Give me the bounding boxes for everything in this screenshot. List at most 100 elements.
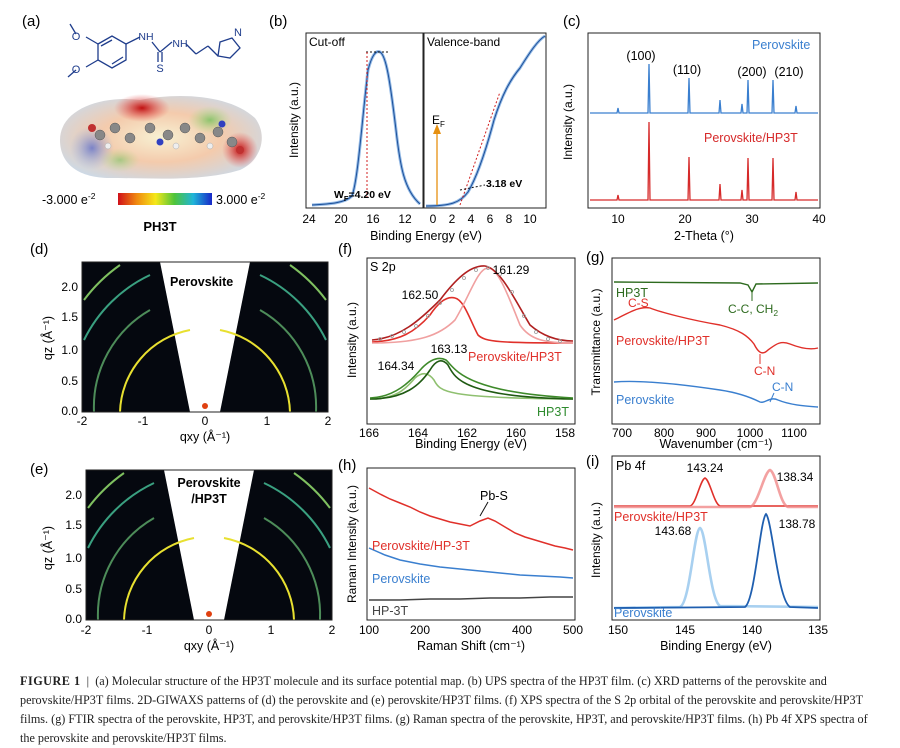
xps-pb4f-frame: [611, 455, 821, 621]
panel-d: (d) Perovskite qz (Å⁻¹) qxy (Å⁻¹) 2.0 1.…: [30, 241, 332, 444]
xps-pb4f-bottom-lightblue: [613, 526, 819, 610]
giwaxs-e-rings: [87, 472, 331, 621]
ups-cutoff-curve: [311, 50, 422, 207]
xps-s2p-xticks: 166 164 162 160 158: [359, 426, 575, 440]
tick: -2: [81, 623, 92, 637]
giwaxs-e-ylabel: qz (Å⁻¹): [40, 526, 55, 570]
wedge: [160, 262, 205, 412]
tick: -2: [77, 414, 88, 428]
ftir-annot-cc: C-C, CH2: [728, 302, 778, 318]
raman-perovskite-trace: [368, 547, 574, 579]
tick: 1.0: [61, 343, 78, 357]
xps-pb4f-xlabel: Binding Energy (eV): [660, 639, 772, 653]
peak-label: 143.68: [655, 524, 692, 538]
peak-label: 163.13: [431, 342, 468, 356]
tick: 140: [742, 623, 762, 637]
frame: [85, 469, 333, 621]
caption-text: (a) Molecular structure of the HP3T mole…: [20, 674, 868, 745]
panel-e: (e) Perovskite /HP3T qz (Å⁻¹) qxy (Å⁻¹) …: [30, 461, 336, 653]
panel-c: (c) Intensity (a.u.) 2-Theta (°) (100) (…: [561, 13, 826, 243]
tick: 1000: [737, 426, 764, 440]
xrd-peak-labels: (100) (110) (200) (210): [626, 49, 803, 79]
tick: 166: [359, 426, 379, 440]
cutoff-title: Cut-off: [309, 35, 345, 49]
colorbar-max: 3.000 e-2: [216, 191, 266, 207]
atom-o1: O: [72, 31, 81, 43]
tick: 1: [268, 623, 275, 637]
vb-title: Valence-band: [427, 35, 500, 49]
giwaxs-d-ylabel: qz (Å⁻¹): [40, 316, 55, 360]
xps-s2p-peak-labels: 162.50 161.29 164.34 163.13: [378, 263, 530, 373]
ups-left-ticks: 24 20 16 12: [302, 212, 412, 226]
xrd-hp3t-trace: [590, 121, 818, 201]
giwaxs-e-xlabel: qxy (Å⁻¹): [184, 638, 234, 653]
tick: 0.5: [61, 374, 78, 388]
xps-pb4f-top-pink: [614, 468, 818, 509]
raman-xticks: 100 200 300 400 500: [359, 623, 583, 637]
ups-vb-curve: [425, 34, 546, 208]
tick: 0.0: [61, 404, 78, 418]
tick: 700: [612, 426, 632, 440]
vb-annotation: 3.18 eV: [486, 178, 522, 190]
ftir-ylabel: Transmittance (a.u.): [589, 289, 603, 396]
panel-b-letter: (b): [269, 13, 287, 30]
raman-series-perovskite: Perovskite: [372, 572, 430, 586]
xps-s2p-xlabel: Binding Energy (eV): [415, 437, 527, 451]
tick: 200: [410, 623, 430, 637]
xrd-frame: [587, 32, 821, 209]
panel-i-letter: (i): [586, 453, 599, 470]
panel-a-letter: (a): [22, 13, 40, 30]
tick: 0.5: [65, 582, 82, 596]
tick: 400: [512, 623, 532, 637]
tick: 2: [329, 623, 336, 637]
caption-label: FIGURE 1: [20, 674, 81, 688]
xps-s2p-series-top: Perovskite/HP3T: [468, 350, 562, 364]
peak-label: 143.24: [687, 461, 724, 475]
ftir-annot-cs: C-S: [628, 296, 649, 310]
panel-h: (h) Raman Intensity (a.u.) Raman Shift (…: [338, 457, 583, 653]
tick: 40: [812, 212, 826, 226]
atom-o2: O: [72, 64, 81, 76]
colorbar: [118, 193, 212, 205]
panel-a: (a) O O NH NH S N: [22, 13, 266, 234]
tick: 800: [654, 426, 674, 440]
peak-label: 164.34: [378, 359, 415, 373]
panel-d-letter: (d): [30, 241, 48, 258]
tick: 0: [206, 623, 213, 637]
wedge: [209, 470, 254, 620]
xrd-peak-110: (110): [673, 63, 701, 77]
xps-pb4f-series-top: Perovskite/HP3T: [614, 510, 708, 524]
peak-label: 162.50: [402, 288, 439, 302]
raman-ylabel: Raman Intensity (a.u.): [345, 485, 359, 603]
tick: 10: [611, 212, 625, 226]
caption-separator: |: [86, 674, 90, 688]
tick: 12: [398, 212, 412, 226]
tick: 100: [359, 623, 379, 637]
raman-annot-pbs: Pb-S: [480, 489, 508, 503]
panel-g: (g) Transmittance (a.u.) Wavenumber (cm⁻…: [586, 249, 821, 451]
ftir-xticks: 700 800 900 1000 1100: [612, 426, 807, 440]
beam-spot: [206, 611, 212, 617]
xps-s2p-ylabel: Intensity (a.u.): [345, 302, 359, 378]
atom-nh2: NH: [172, 38, 187, 50]
ftir-annot-cn2: C-N: [772, 380, 793, 394]
giwaxs-d-label: Perovskite: [170, 275, 233, 289]
tick: 20: [678, 212, 692, 226]
xrd-peak-100: (100): [626, 49, 655, 63]
giwaxs-d-yticks: 2.0 1.5 1.0 0.5 0.0: [61, 280, 78, 418]
ups-xlabel: Binding Energy (eV): [370, 229, 482, 243]
giwaxs-d-xticks: -2 -1 0 1 2: [77, 414, 332, 428]
giwaxs-e-xticks: -2 -1 0 1 2: [81, 623, 336, 637]
wedge: [205, 262, 250, 412]
tick: 4: [468, 212, 475, 226]
panel-i: (i) Pb 4f Intensity (a.u.) Binding Energ…: [586, 453, 828, 653]
wf-annotation: WF=4.20 eV: [334, 189, 391, 203]
xps-pb4f-top-red: [614, 477, 818, 507]
tick: 0.0: [65, 612, 82, 626]
tick: 1.5: [61, 310, 78, 324]
wedge: [164, 470, 209, 620]
panel-e-letter: (e): [30, 461, 48, 478]
ftir-xlabel: Wavenumber (cm⁻¹): [659, 437, 772, 451]
molecule-structure: [67, 23, 241, 78]
